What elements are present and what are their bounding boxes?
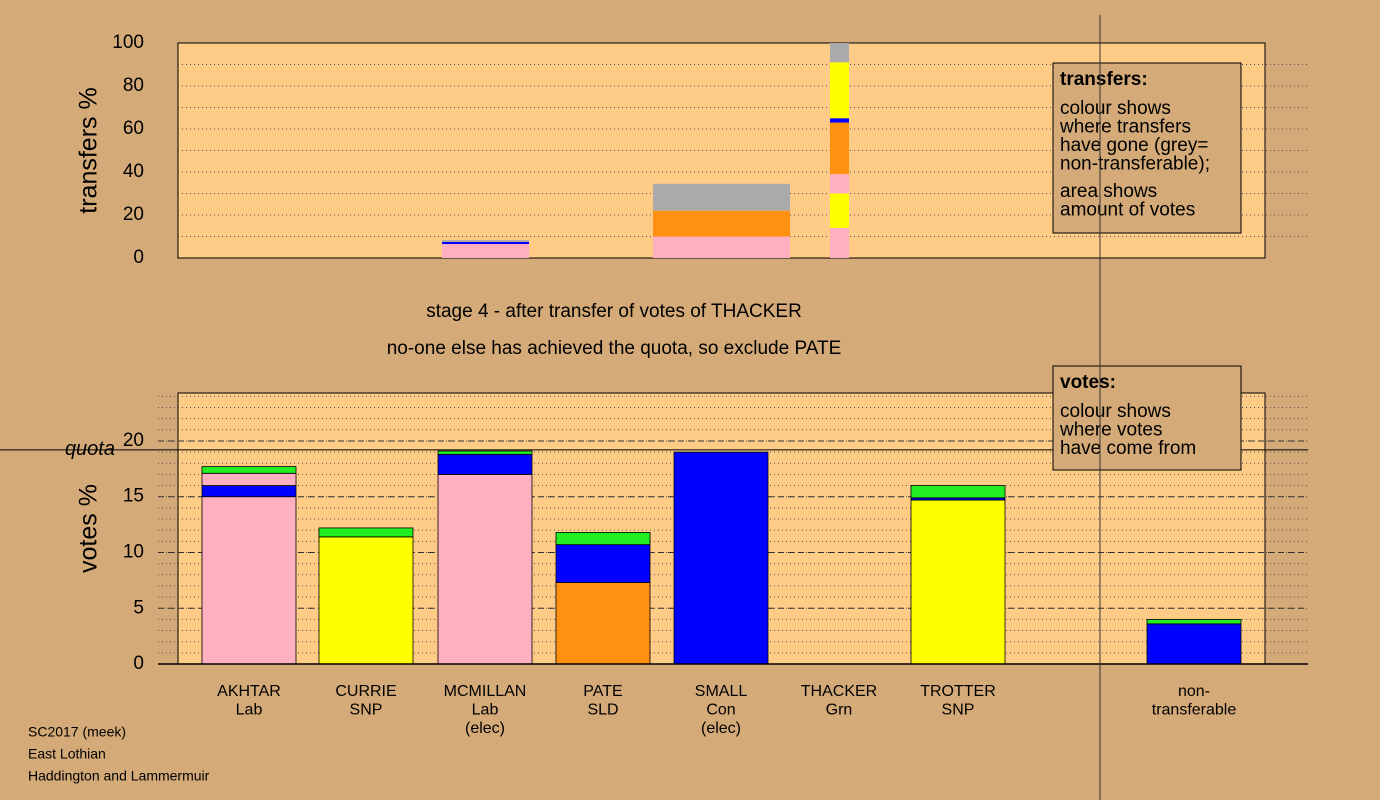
y-tick-label: 5	[133, 597, 144, 618]
footer-text: SC2017 (meek)	[28, 724, 126, 740]
bar-segment	[437, 453, 533, 475]
legend-title: transfers:	[1060, 69, 1148, 90]
candidate-label: Grn	[826, 702, 853, 719]
legend-text: amount of votes	[1060, 200, 1195, 221]
candidate-label: Con	[706, 702, 735, 719]
y-tick-label: 20	[123, 430, 144, 451]
bar-segment	[910, 499, 1006, 665]
bar-segment	[830, 193, 849, 228]
y-tick-label: 80	[123, 75, 144, 96]
bar-segment	[910, 485, 1006, 499]
bar-segment	[555, 532, 651, 546]
candidate-label: SNP	[350, 702, 383, 719]
bar-segment	[830, 62, 849, 119]
bar-segment	[830, 174, 849, 194]
bar-segment	[318, 527, 414, 538]
bar-segment	[555, 582, 651, 665]
footer-text: Haddington and Lammermuir	[28, 768, 210, 784]
candidate-label: SMALL	[695, 683, 748, 700]
caption: stage 4 - after transfer of votes of THA…	[426, 301, 802, 322]
y-tick-label: 40	[123, 161, 144, 182]
bar-segment	[437, 450, 533, 455]
legend-text: have come from	[1060, 438, 1196, 459]
bar-segment	[830, 227, 849, 258]
caption: no-one else has achieved the quota, so e…	[387, 338, 842, 359]
bar-segment	[201, 485, 297, 498]
legend-text: where votes	[1059, 420, 1162, 441]
candidate-label: (elec)	[465, 720, 505, 737]
legend-text: have gone (grey=	[1060, 135, 1208, 156]
candidate-label: SNP	[942, 702, 975, 719]
bar-segment	[653, 183, 790, 211]
bar-segment	[830, 122, 849, 175]
quota-label: quota	[65, 438, 115, 460]
bar-segment	[201, 472, 297, 486]
candidate-label: Lab	[236, 702, 263, 719]
bar-segment	[318, 536, 414, 665]
candidate-label: MCMILLAN	[444, 683, 527, 700]
candidate-label: Lab	[472, 702, 499, 719]
bar-segment	[673, 451, 769, 665]
y-tick-label: 20	[123, 204, 144, 225]
y-axis-label: transfers %	[75, 87, 103, 213]
bar-segment	[653, 210, 790, 237]
legend-text: colour shows	[1060, 401, 1171, 422]
candidate-label: PATE	[583, 683, 622, 700]
bar-segment	[830, 43, 849, 63]
candidate-label: non-	[1178, 683, 1210, 700]
legend-text: non-transferable);	[1060, 154, 1210, 175]
bar-segment	[442, 240, 529, 242]
candidate-label: AKHTAR	[217, 683, 281, 700]
bar-segment	[437, 474, 533, 665]
bar-segment	[653, 251, 790, 258]
y-tick-label: 15	[123, 486, 144, 507]
legend-text: area shows	[1060, 181, 1157, 202]
bar-segment	[1146, 623, 1242, 665]
candidate-label: SLD	[587, 702, 618, 719]
footer-text: East Lothian	[28, 746, 106, 762]
y-tick-label: 0	[133, 247, 144, 268]
bar-segment	[653, 236, 790, 252]
bar-segment	[830, 118, 849, 123]
y-tick-label: 100	[112, 32, 144, 53]
y-tick-label: 0	[133, 653, 144, 674]
bar-segment	[442, 241, 529, 245]
y-axis-label: votes %	[75, 484, 103, 573]
candidate-label: THACKER	[801, 683, 877, 700]
bar-segment	[555, 544, 651, 583]
candidate-label: CURRIE	[335, 683, 396, 700]
legend-text: colour shows	[1060, 98, 1171, 119]
legend-box	[1052, 62, 1242, 234]
legend-box	[1052, 365, 1242, 471]
bar-segment	[442, 244, 529, 258]
candidate-label: transferable	[1152, 702, 1237, 719]
y-tick-label: 60	[123, 118, 144, 139]
legend-title: votes:	[1060, 372, 1116, 393]
bar-segment	[201, 496, 297, 665]
y-tick-label: 10	[123, 541, 144, 562]
bar-segment	[1146, 618, 1242, 625]
bar-segment	[201, 466, 297, 474]
candidate-label: TROTTER	[920, 683, 996, 700]
candidate-label: (elec)	[701, 720, 741, 737]
legend-text: where transfers	[1059, 117, 1191, 138]
